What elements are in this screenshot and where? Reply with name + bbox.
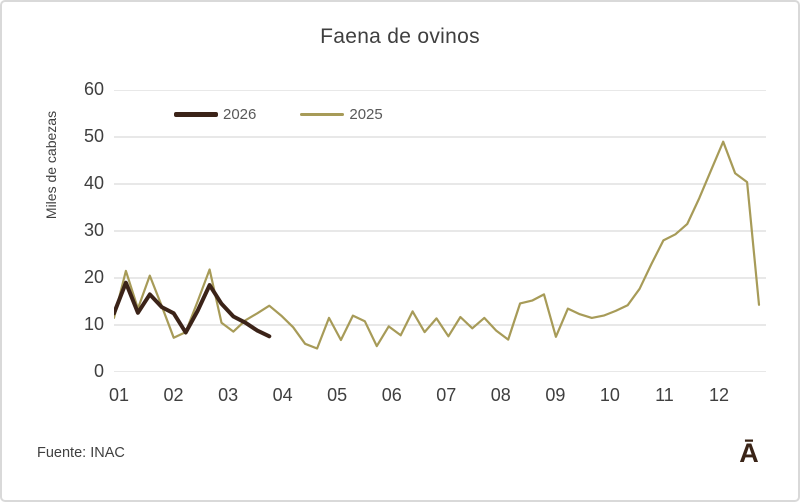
series-line-2026 (112, 280, 272, 339)
chart-title: Faena de ovinos (320, 25, 480, 48)
source-text: Fuente: INAC (37, 445, 125, 461)
legend-label-2026: 2026 (223, 106, 257, 123)
x-tick-label-11: 11 (655, 385, 674, 405)
x-tick-label-01: 01 (108, 385, 130, 405)
x-tick-label-02: 02 (163, 385, 184, 405)
legend-swatch-2026 (174, 112, 218, 117)
y-tick-label-10: 10 (83, 314, 104, 334)
x-tick-label-07: 07 (436, 385, 457, 405)
legend: 2026 2025 (174, 106, 383, 123)
y-tick-label-60: 60 (83, 79, 104, 99)
legend-item-2025: 2025 (300, 106, 383, 123)
y-axis-title: Miles de cabezas (43, 110, 59, 220)
legend-item-2026: 2026 (174, 106, 256, 123)
x-tick-label-06: 06 (381, 385, 402, 405)
y-tick-label-50: 50 (83, 126, 104, 146)
legend-swatch-2025 (300, 113, 345, 116)
legend-label-2025: 2025 (349, 106, 383, 123)
y-tick-label-0: 0 (93, 361, 104, 381)
logo-glyph: Ā (739, 438, 759, 468)
series-line-2025 (112, 140, 761, 350)
y-tick-label-20: 20 (83, 267, 104, 287)
x-tick-label-09: 09 (545, 385, 566, 405)
y-tick-label-30: 30 (83, 220, 104, 240)
x-tick-label-10: 10 (599, 385, 620, 405)
x-tick-label-05: 05 (327, 385, 348, 405)
x-tick-label-12: 12 (708, 385, 729, 405)
x-tick-label-03: 03 (218, 385, 239, 405)
plot-area (112, 89, 766, 373)
line-chart-canvas (112, 89, 766, 373)
x-tick-label-04: 04 (272, 385, 293, 405)
x-tick-label-08: 08 (490, 385, 511, 405)
y-tick-label-40: 40 (83, 173, 104, 193)
